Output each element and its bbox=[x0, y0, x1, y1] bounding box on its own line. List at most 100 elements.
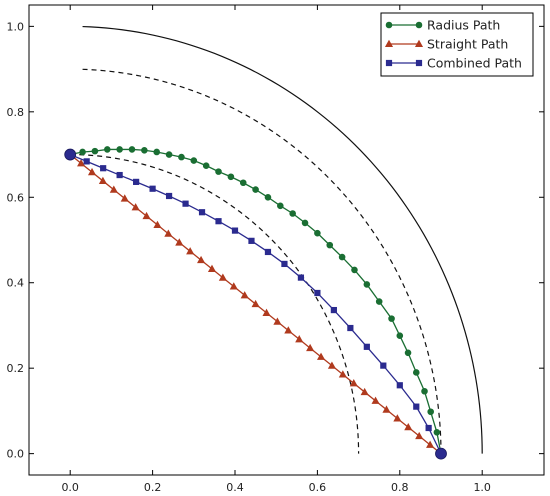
point-radius-path-28 bbox=[404, 349, 412, 357]
point-straight-path-28 bbox=[371, 396, 380, 404]
y-tick-label-0: 0.0 bbox=[7, 448, 25, 461]
point-combined-path-13 bbox=[281, 260, 288, 268]
point-combined-path-21 bbox=[413, 403, 420, 410]
series-straight-path bbox=[66, 150, 446, 457]
guide-arcs bbox=[70, 25, 483, 454]
point-combined-path-9 bbox=[215, 218, 222, 225]
y-tick-label-3: 0.6 bbox=[7, 191, 25, 204]
y-tick-label-4: 0.8 bbox=[7, 106, 25, 119]
x-tick-label-5: 1.0 bbox=[473, 481, 491, 494]
x-tick-label-0: 0.0 bbox=[61, 481, 79, 494]
legend-marker-end-combined-path bbox=[415, 59, 423, 67]
x-tick-label-2: 0.4 bbox=[226, 481, 244, 494]
point-combined-path-1 bbox=[83, 158, 90, 165]
point-straight-path-27 bbox=[360, 387, 369, 396]
point-straight-path-15 bbox=[229, 282, 238, 290]
point-radius-path-12 bbox=[215, 168, 222, 175]
guide-arc-3 bbox=[70, 153, 360, 454]
guide-arc-2 bbox=[82, 68, 442, 454]
endpoint-2 bbox=[435, 447, 447, 460]
point-straight-path-3 bbox=[98, 176, 107, 184]
series-layer bbox=[66, 146, 446, 457]
point-straight-path-17 bbox=[251, 299, 260, 308]
point-straight-path-29 bbox=[382, 405, 391, 413]
endpoint-1 bbox=[64, 148, 77, 161]
point-straight-path-14 bbox=[218, 273, 227, 281]
point-straight-path-7 bbox=[142, 211, 151, 220]
point-radius-path-9 bbox=[178, 153, 185, 161]
point-radius-path-2 bbox=[91, 147, 99, 155]
legend-marker-start-straight-path bbox=[384, 39, 394, 48]
point-combined-path-6 bbox=[165, 192, 173, 200]
point-straight-path-11 bbox=[186, 247, 195, 255]
point-combined-path-11 bbox=[248, 237, 255, 244]
point-radius-path-30 bbox=[421, 387, 428, 395]
point-straight-path-4 bbox=[109, 185, 118, 193]
point-combined-path-19 bbox=[380, 362, 387, 369]
point-radius-path-32 bbox=[433, 428, 441, 436]
point-straight-path-30 bbox=[393, 414, 402, 422]
point-straight-path-31 bbox=[404, 423, 413, 431]
series-line-radius-path bbox=[70, 148, 442, 454]
point-radius-path-19 bbox=[301, 219, 309, 227]
y-tick-label-1: 0.2 bbox=[7, 362, 25, 375]
point-radius-path-23 bbox=[351, 266, 358, 274]
point-radius-path-21 bbox=[326, 241, 334, 249]
point-combined-path-16 bbox=[330, 306, 337, 314]
point-radius-path-31 bbox=[427, 408, 435, 416]
point-combined-path-15 bbox=[314, 289, 321, 297]
point-radius-path-25 bbox=[375, 298, 383, 305]
legend: Radius Path Straight Path Combined Path bbox=[380, 12, 534, 77]
x-tick-label-3: 0.6 bbox=[309, 481, 327, 494]
x-tick-label-4: 0.8 bbox=[391, 481, 409, 494]
point-straight-path-22 bbox=[306, 343, 315, 352]
point-straight-path-12 bbox=[197, 255, 206, 264]
point-combined-path-14 bbox=[297, 274, 305, 281]
point-radius-path-13 bbox=[227, 173, 235, 181]
point-straight-path-2 bbox=[87, 167, 97, 176]
point-straight-path-1 bbox=[77, 159, 86, 167]
point-straight-path-33 bbox=[426, 440, 435, 448]
point-straight-path-26 bbox=[349, 379, 358, 387]
point-combined-path-2 bbox=[100, 165, 107, 172]
point-straight-path-10 bbox=[175, 238, 184, 246]
point-straight-path-25 bbox=[338, 370, 347, 378]
legend-marker-start-radius-path bbox=[385, 21, 393, 29]
plot-frame bbox=[28, 4, 545, 476]
point-radius-path-6 bbox=[141, 146, 148, 154]
point-combined-path-10 bbox=[231, 227, 239, 234]
point-combined-path-3 bbox=[116, 171, 123, 179]
point-straight-path-13 bbox=[207, 264, 217, 272]
legend-marker-end-straight-path bbox=[414, 39, 424, 48]
point-radius-path-29 bbox=[412, 369, 420, 376]
point-combined-path-17 bbox=[347, 324, 354, 332]
point-radius-path-8 bbox=[165, 151, 173, 158]
y-tick-label-2: 0.4 bbox=[7, 277, 25, 290]
point-straight-path-32 bbox=[415, 431, 424, 440]
point-straight-path-6 bbox=[131, 203, 140, 211]
point-radius-path-26 bbox=[388, 315, 395, 322]
point-straight-path-16 bbox=[240, 291, 249, 299]
point-radius-path-27 bbox=[396, 332, 404, 340]
point-straight-path-19 bbox=[273, 317, 282, 325]
point-combined-path-18 bbox=[363, 343, 370, 350]
point-radius-path-5 bbox=[128, 146, 136, 153]
point-radius-path-15 bbox=[252, 186, 259, 193]
point-straight-path-5 bbox=[120, 194, 129, 202]
point-radius-path-10 bbox=[190, 157, 198, 164]
point-straight-path-18 bbox=[262, 308, 271, 316]
guide-arc-1 bbox=[82, 25, 483, 454]
point-radius-path-24 bbox=[363, 281, 371, 288]
point-radius-path-7 bbox=[153, 148, 161, 156]
legend-marker-end-radius-path bbox=[415, 21, 423, 29]
legend-label-straight-path: Straight Path bbox=[427, 37, 508, 52]
point-radius-path-16 bbox=[264, 193, 272, 201]
point-radius-path-11 bbox=[202, 162, 210, 169]
point-combined-path-5 bbox=[149, 185, 156, 192]
legend-label-radius-path: Radius Path bbox=[427, 18, 500, 33]
point-radius-path-4 bbox=[116, 146, 123, 153]
point-combined-path-4 bbox=[133, 178, 140, 185]
x-tick-label-1: 0.2 bbox=[144, 481, 162, 494]
point-combined-path-20 bbox=[396, 382, 403, 389]
point-combined-path-8 bbox=[198, 209, 206, 216]
